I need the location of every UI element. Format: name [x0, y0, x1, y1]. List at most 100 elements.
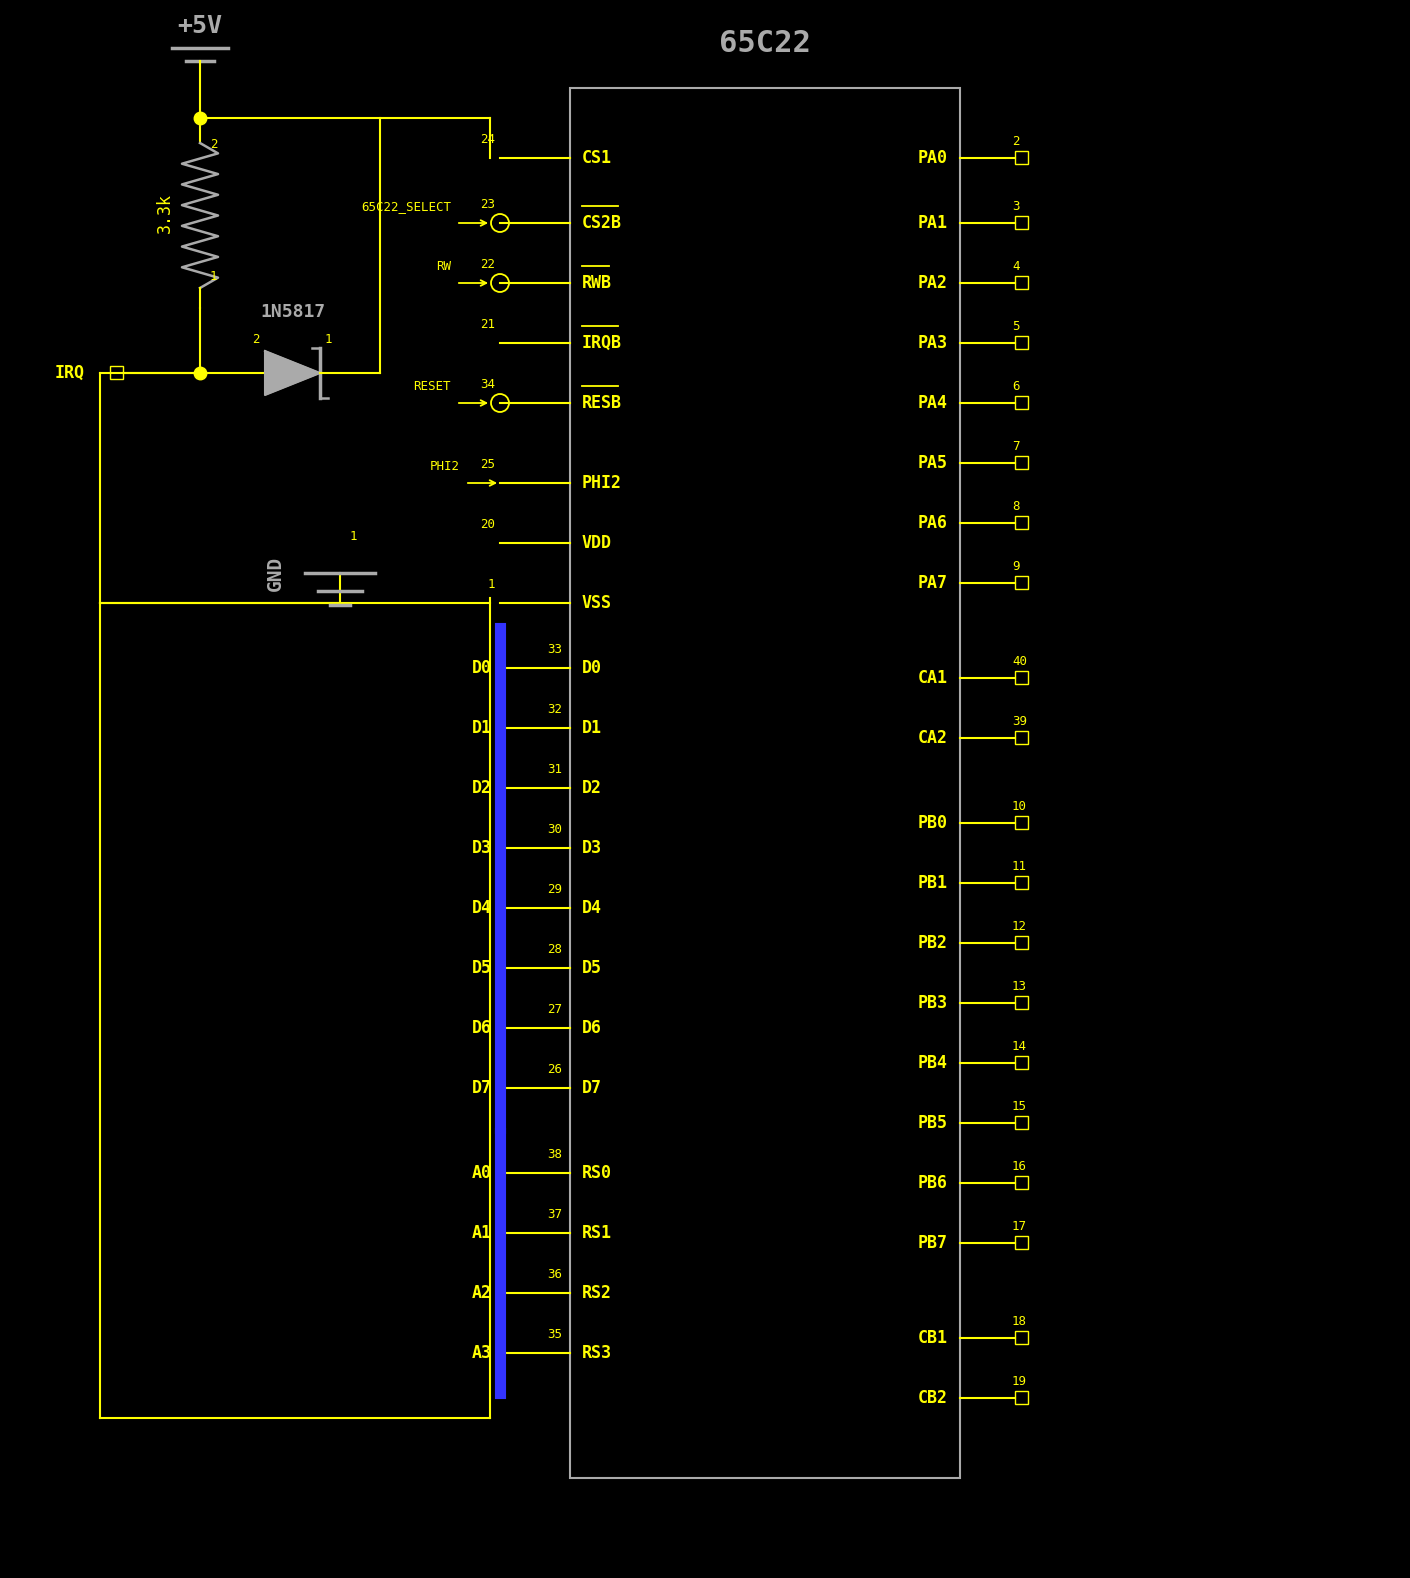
- Text: A1: A1: [472, 1225, 492, 1242]
- Text: 24: 24: [479, 133, 495, 147]
- Text: D1: D1: [582, 720, 602, 737]
- Bar: [1015, 456, 1028, 469]
- Text: 5: 5: [1012, 320, 1019, 333]
- Text: PA4: PA4: [918, 394, 948, 412]
- Text: D3: D3: [582, 839, 602, 857]
- Text: 10: 10: [1012, 800, 1026, 813]
- Text: 1: 1: [210, 270, 217, 282]
- Text: RS1: RS1: [582, 1225, 612, 1242]
- Text: D7: D7: [472, 1079, 492, 1097]
- Text: 33: 33: [547, 642, 563, 656]
- Text: 1: 1: [488, 578, 495, 592]
- Text: CA2: CA2: [918, 729, 948, 746]
- Text: D5: D5: [472, 959, 492, 977]
- Text: PB2: PB2: [918, 934, 948, 952]
- Text: 26: 26: [547, 1064, 563, 1076]
- Bar: [1015, 276, 1028, 289]
- Text: 3: 3: [1012, 200, 1019, 213]
- Text: D4: D4: [582, 899, 602, 917]
- Text: D2: D2: [582, 780, 602, 797]
- Text: 19: 19: [1012, 1374, 1026, 1389]
- Text: 9: 9: [1012, 560, 1019, 573]
- Text: A2: A2: [472, 1284, 492, 1302]
- Bar: [1015, 1116, 1028, 1128]
- Text: VDD: VDD: [582, 533, 612, 552]
- Bar: [1015, 1056, 1028, 1068]
- Text: GND: GND: [265, 555, 285, 590]
- Text: PA0: PA0: [918, 148, 948, 167]
- Text: PA5: PA5: [918, 454, 948, 472]
- Text: PA6: PA6: [918, 514, 948, 532]
- Text: PB6: PB6: [918, 1174, 948, 1191]
- Text: 1: 1: [350, 530, 358, 543]
- Text: 3.3k: 3.3k: [157, 193, 173, 234]
- Text: CB2: CB2: [918, 1389, 948, 1408]
- Text: 25: 25: [479, 458, 495, 470]
- Text: 2: 2: [1012, 136, 1019, 148]
- Text: D4: D4: [472, 899, 492, 917]
- Text: 7: 7: [1012, 440, 1019, 453]
- Text: D6: D6: [472, 1019, 492, 1037]
- Text: 1: 1: [324, 333, 333, 346]
- Text: 18: 18: [1012, 1314, 1026, 1329]
- Text: 11: 11: [1012, 860, 1026, 873]
- Bar: [1015, 671, 1028, 683]
- Text: 31: 31: [547, 764, 563, 776]
- Text: A0: A0: [472, 1165, 492, 1182]
- Bar: [1015, 576, 1028, 589]
- Text: 65C22_SELECT: 65C22_SELECT: [361, 200, 451, 213]
- Text: 21: 21: [479, 319, 495, 331]
- Text: 2: 2: [210, 137, 217, 151]
- Text: D0: D0: [472, 660, 492, 677]
- Bar: [1015, 216, 1028, 229]
- Text: 17: 17: [1012, 1220, 1026, 1232]
- Text: 15: 15: [1012, 1100, 1026, 1112]
- Text: 30: 30: [547, 824, 563, 836]
- Text: 34: 34: [479, 379, 495, 391]
- Bar: [1015, 996, 1028, 1008]
- Bar: [1015, 876, 1028, 888]
- Text: PHI2: PHI2: [430, 461, 460, 473]
- Text: 35: 35: [547, 1329, 563, 1341]
- Text: CB1: CB1: [918, 1329, 948, 1348]
- Text: CS2B: CS2B: [582, 215, 622, 232]
- Text: 4: 4: [1012, 260, 1019, 273]
- Text: PA2: PA2: [918, 275, 948, 292]
- Text: 38: 38: [547, 1149, 563, 1161]
- Text: 65C22: 65C22: [719, 28, 811, 58]
- Text: D3: D3: [472, 839, 492, 857]
- Bar: [1015, 396, 1028, 409]
- Bar: [1015, 1236, 1028, 1250]
- Text: 23: 23: [479, 197, 495, 211]
- Text: PA7: PA7: [918, 574, 948, 592]
- Text: RW: RW: [436, 260, 451, 273]
- Text: 36: 36: [547, 1269, 563, 1281]
- Bar: [1015, 516, 1028, 529]
- Bar: [1015, 1330, 1028, 1344]
- Text: RWB: RWB: [582, 275, 612, 292]
- Text: IRQ: IRQ: [55, 365, 85, 382]
- Text: PB7: PB7: [918, 1234, 948, 1251]
- Bar: [1015, 936, 1028, 948]
- Text: D1: D1: [472, 720, 492, 737]
- Text: PB0: PB0: [918, 814, 948, 832]
- Text: 16: 16: [1012, 1160, 1026, 1172]
- Text: PB4: PB4: [918, 1054, 948, 1071]
- Text: RESB: RESB: [582, 394, 622, 412]
- Text: 20: 20: [479, 518, 495, 532]
- Text: 2: 2: [252, 333, 259, 346]
- Text: PB3: PB3: [918, 994, 948, 1011]
- Text: D6: D6: [582, 1019, 602, 1037]
- Text: 28: 28: [547, 944, 563, 956]
- Text: D2: D2: [472, 780, 492, 797]
- Bar: [1015, 336, 1028, 349]
- Text: 6: 6: [1012, 380, 1019, 393]
- Text: RS3: RS3: [582, 1344, 612, 1362]
- Text: CA1: CA1: [918, 669, 948, 686]
- Text: 40: 40: [1012, 655, 1026, 667]
- Text: VSS: VSS: [582, 593, 612, 612]
- Bar: [1015, 1176, 1028, 1188]
- Text: 13: 13: [1012, 980, 1026, 993]
- Text: D5: D5: [582, 959, 602, 977]
- Text: PHI2: PHI2: [582, 473, 622, 492]
